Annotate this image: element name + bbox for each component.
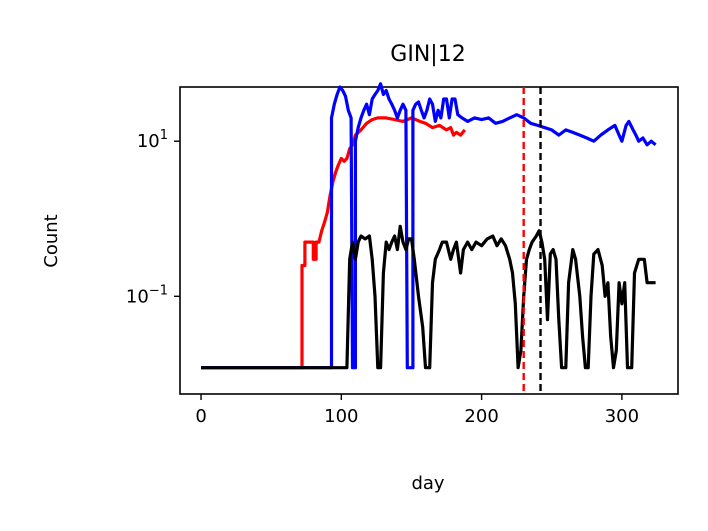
y-tick-label: 101	[137, 128, 168, 152]
chart-title: GIN|12	[390, 42, 465, 67]
x-axis-label: day	[411, 473, 444, 494]
series-line-3	[201, 224, 656, 370]
x-tick-label: 200	[464, 406, 498, 427]
plot-area-frame	[179, 86, 679, 395]
series-line-2	[201, 82, 657, 370]
reference-lines	[522, 87, 542, 394]
series-layer	[201, 82, 657, 370]
y-axis-label: Count	[41, 214, 62, 267]
y-tick-label: 10−1	[126, 283, 168, 307]
x-tick-label: 100	[324, 406, 358, 427]
x-tick-label: 0	[195, 406, 206, 427]
y-axis: 101 10−1	[126, 128, 180, 307]
x-tick-label: 300	[605, 406, 639, 427]
x-axis: 0 100 200 300	[195, 394, 639, 427]
